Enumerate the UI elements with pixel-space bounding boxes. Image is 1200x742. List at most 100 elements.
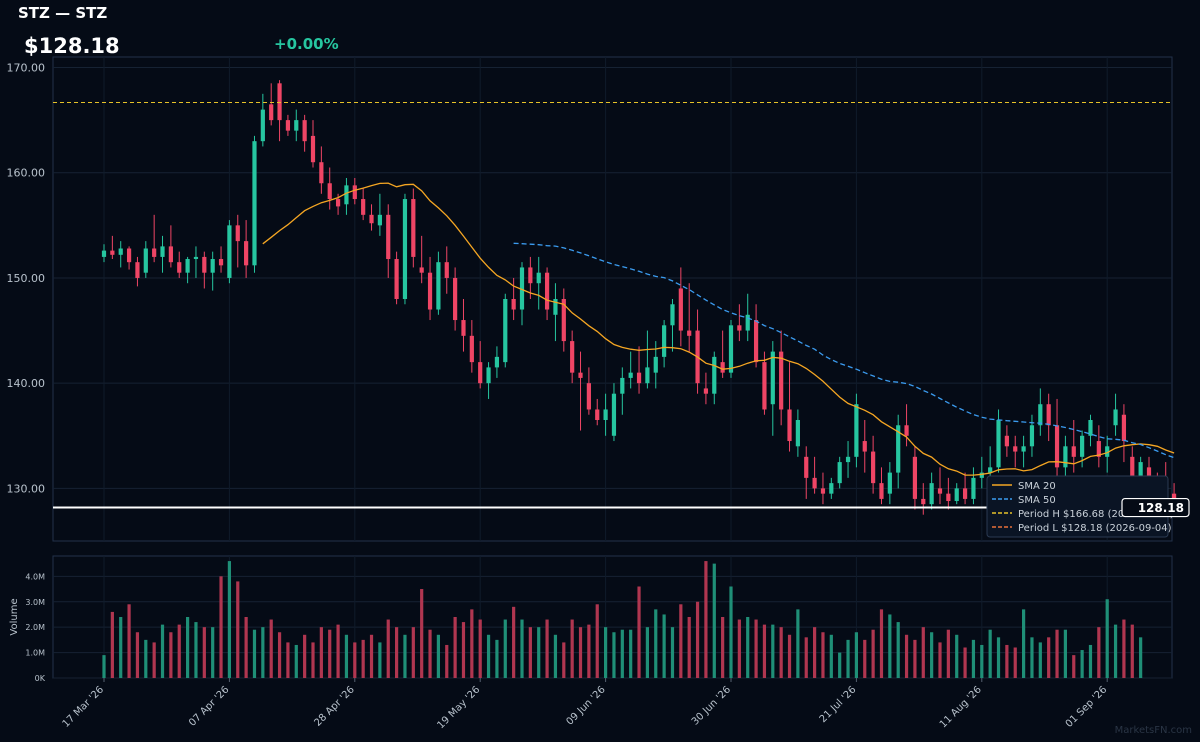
volume-bar: [896, 622, 900, 678]
volume-bar: [930, 632, 934, 678]
volume-bar: [328, 629, 332, 678]
candle: [703, 372, 709, 405]
volume-bar: [796, 609, 800, 678]
candle: [486, 362, 491, 399]
volume-bar: [904, 634, 909, 678]
volume-bar: [921, 627, 925, 678]
candle: [235, 214, 240, 268]
volume-bar: [1022, 609, 1026, 678]
volume-bar: [645, 627, 649, 678]
volume-bar: [787, 634, 792, 678]
volume-bar: [1013, 647, 1017, 678]
candle: [904, 404, 909, 447]
candle: [277, 80, 282, 142]
volume-bar: [261, 627, 265, 678]
candle: [244, 220, 249, 278]
candle: [687, 283, 692, 352]
candle: [494, 346, 500, 378]
candle: [1038, 388, 1043, 436]
candle: [352, 178, 357, 205]
volume-bar: [662, 614, 666, 678]
volume-bar: [127, 604, 131, 678]
candle: [812, 456, 817, 494]
candle: [1096, 425, 1101, 468]
volume-bar: [754, 619, 758, 678]
candle: [511, 277, 516, 321]
candle: [269, 83, 274, 126]
volume-bar: [1105, 599, 1109, 678]
candle: [1013, 435, 1018, 468]
candle: [461, 299, 466, 352]
volume-bar: [771, 624, 775, 678]
volume-bar: [461, 622, 466, 678]
volume-bar: [478, 619, 482, 678]
volume-bar: [888, 614, 892, 678]
candle: [937, 467, 943, 505]
volume-bar: [503, 619, 507, 678]
candle: [1004, 425, 1009, 457]
x-tick-label: 07 Apr '26: [187, 684, 231, 728]
volume-bar: [1113, 624, 1118, 678]
volume-bar: [428, 629, 432, 678]
volume-bar: [202, 627, 206, 678]
candle: [737, 304, 742, 342]
candle: [954, 483, 959, 505]
volume-bar: [821, 632, 825, 678]
volume-y-axis: 0K 1.0M 2.0M 3.0M 4.0M: [25, 572, 45, 683]
volume-bar: [695, 601, 700, 678]
candle: [611, 383, 617, 442]
candle: [227, 220, 232, 284]
volume-bar: [336, 624, 340, 678]
volume-bar: [486, 634, 491, 678]
volume-bar: [971, 639, 976, 678]
volume-bar: [545, 619, 549, 678]
volume-bar: [277, 632, 282, 678]
candle: [419, 235, 424, 284]
legend-label: SMA 20: [1018, 481, 1056, 492]
candle: [636, 346, 642, 394]
volume-bar: [236, 581, 240, 678]
volume-bar: [353, 642, 357, 678]
candle: [887, 462, 892, 505]
candle: [762, 351, 767, 415]
volume-bar: [712, 563, 716, 678]
volume-bar: [553, 634, 558, 678]
volume-bar: [144, 639, 148, 678]
candle: [1021, 435, 1026, 468]
volume-bar: [737, 619, 741, 678]
volume-tick-label: 4.0M: [25, 572, 45, 581]
volume-bar: [955, 634, 959, 678]
volume-bar: [1080, 650, 1084, 678]
volume-bar: [988, 629, 992, 678]
candle: [218, 246, 224, 273]
candle: [544, 267, 550, 321]
volume-bar: [871, 629, 875, 678]
x-tick-label: 11 Aug '26: [938, 684, 984, 730]
candle: [595, 398, 600, 426]
price-panel: 130.00 140.00 150.00 160.00 170.00: [7, 56, 1177, 542]
volume-bar: [119, 617, 123, 678]
candle: [402, 193, 408, 305]
last-price-tag: 128.18: [1121, 497, 1190, 518]
legend-label: SMA 50: [1018, 495, 1056, 506]
volume-bar: [629, 629, 633, 678]
candle: [1113, 393, 1118, 436]
volume-bar: [1030, 637, 1034, 678]
price-tick-label: 140.00: [7, 377, 46, 390]
volume-bars: [102, 561, 1143, 678]
volume-bar: [578, 627, 583, 678]
volume-bar: [286, 642, 290, 678]
volume-bar: [863, 639, 867, 678]
volume-bar: [1038, 642, 1042, 678]
volume-bar: [1063, 629, 1067, 678]
last-price-label: 128.18: [1138, 501, 1184, 515]
candle: [285, 114, 291, 136]
volume-bar: [1088, 644, 1093, 678]
price-y-axis: 130.00 140.00 150.00 160.00 170.00: [7, 62, 46, 496]
volume-bar: [344, 634, 349, 678]
candle: [210, 251, 215, 291]
candle: [469, 320, 474, 373]
volume-bar: [102, 655, 106, 678]
last-price-box: [1121, 497, 1190, 518]
candle: [528, 256, 533, 299]
